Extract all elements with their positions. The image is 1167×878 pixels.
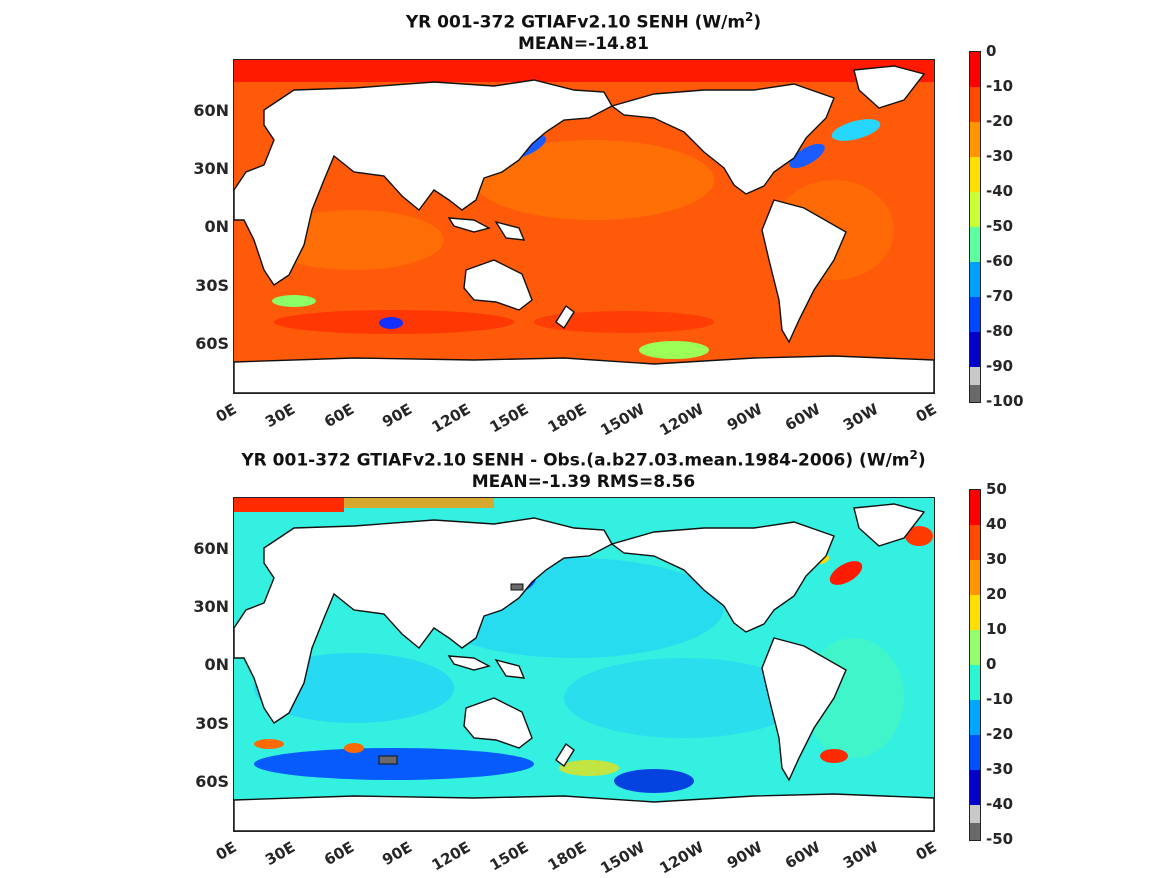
panel2-colorbar-label: -40 <box>986 795 1014 813</box>
panel1-colorbar-label: 0 <box>986 42 997 60</box>
panel1-ylabel-60n: 60N <box>193 101 229 120</box>
panel1-colorbar-segment <box>970 87 980 122</box>
panel2-colorbar-segment <box>970 630 980 665</box>
panel1-colorbar-segment <box>970 367 980 385</box>
panel1-xlabel: 30W <box>840 400 882 435</box>
panel1-xlabel: 180E <box>545 400 590 437</box>
panel1-colorbar-segment <box>970 157 980 192</box>
panel1-colorbar-label: -80 <box>986 322 1014 340</box>
panel2-colorbar-label: 30 <box>986 550 1007 568</box>
panel2-colorbar-segment <box>970 560 980 595</box>
panel1-colorbar-label: -60 <box>986 252 1014 270</box>
panel2-title-line1: YR 001-372 GTIAFv2.10 SENH - Obs.(a.b27.… <box>241 448 926 471</box>
panel1-xlabel: 90W <box>723 400 765 435</box>
panel1-xlabel: 150E <box>486 400 532 437</box>
panel2-colorbar-label: 40 <box>986 515 1007 533</box>
panel2-map <box>233 497 935 832</box>
panel1-ylabel-30s: 30S <box>195 276 229 295</box>
panel2-colorbar-label: -20 <box>986 725 1014 743</box>
panel2-colorbar-label: 50 <box>986 480 1007 498</box>
panel2-xlabel: 90E <box>379 838 415 870</box>
panel2-title-line2: MEAN=-1.39 RMS=8.56 <box>471 472 696 492</box>
panel2-colorbar-segment <box>970 822 980 840</box>
panel2-colorbar-segment <box>970 525 980 560</box>
panel1-xlabel: 120E <box>428 400 474 437</box>
panel1-ylabel-60s: 60S <box>195 334 229 353</box>
panel2-xlabel: 30E <box>262 838 299 870</box>
panel2-colorbar-segment <box>970 770 980 805</box>
panel2-xlabel: 30W <box>840 838 882 873</box>
panel2-ylabel-60s: 60S <box>195 772 229 791</box>
panel1-colorbar-segment <box>970 262 980 297</box>
panel1-xlabel: 30E <box>262 400 299 432</box>
panel2-colorbar-segment <box>970 700 980 735</box>
panel1-xlabel: 60W <box>781 400 824 435</box>
panel1-xlabel: 60E <box>320 400 357 432</box>
panel2-colorbar-segment <box>970 805 980 823</box>
panel2-colorbar-label: -10 <box>986 690 1014 708</box>
panel2-ylabel-60n: 60N <box>193 539 229 558</box>
panel2-xlabel: 120E <box>428 838 474 875</box>
panel1-map <box>233 59 935 394</box>
panel2-ylabel-30n: 30N <box>193 597 229 616</box>
panel1-colorbar-segment <box>970 192 980 227</box>
panel2-ylabel-0n: 0N <box>204 655 229 674</box>
panel1-colorbar-label: -20 <box>986 112 1014 130</box>
panel2-colorbar-segment <box>970 665 980 700</box>
panel2-xlabel: 150W <box>597 838 649 878</box>
panel2-xlabel: 180E <box>545 838 590 875</box>
panel2-xlabel: 120W <box>656 838 707 878</box>
panel1-colorbar-label: -70 <box>986 287 1014 305</box>
panel2-colorbar-label: 0 <box>986 655 997 673</box>
panel1-ylabel-30n: 30N <box>193 159 229 178</box>
panel2-colorbar-label: -50 <box>986 830 1014 848</box>
panel2-xlabel: 90W <box>723 838 765 873</box>
panel2-colorbar-segment <box>970 490 980 525</box>
panel1-xlabel: 90E <box>379 400 415 432</box>
panel2-colorbar <box>969 489 981 841</box>
panel2-xlabel: 0E <box>913 838 940 864</box>
panel1-title-line2: MEAN=-14.81 <box>518 34 649 54</box>
panel1-xlabel: 0E <box>213 400 240 426</box>
panel1-colorbar-label: -100 <box>986 392 1024 410</box>
panel1-map-svg <box>234 60 934 393</box>
panel1-colorbar-segment <box>970 122 980 157</box>
panel2-xlabel: 60W <box>781 838 824 873</box>
panel1-colorbar-label: -50 <box>986 217 1014 235</box>
panel2-ylabel-30s: 30S <box>195 714 229 733</box>
panel2-colorbar-label: -30 <box>986 760 1014 778</box>
panel2-map-svg <box>234 498 934 831</box>
panel1-colorbar <box>969 51 981 403</box>
panel1-title-line1: YR 001-372 GTIAFv2.10 SENH (W/m2) <box>405 10 762 33</box>
panel1-colorbar-label: -10 <box>986 77 1014 95</box>
panel2-colorbar-label: 10 <box>986 620 1007 638</box>
panel2-xlabel: 0E <box>213 838 240 864</box>
panel1-colorbar-segment <box>970 297 980 332</box>
panel1-ylabel-0n: 0N <box>204 217 229 236</box>
panel2-xlabel: 150E <box>486 838 532 875</box>
panel2-xlabel: 60E <box>320 838 357 870</box>
panel1-colorbar-label: -40 <box>986 182 1014 200</box>
panel1-colorbar-segment <box>970 227 980 262</box>
panel1-colorbar-label: -90 <box>986 357 1014 375</box>
panel1-xlabel: 150W <box>597 400 649 440</box>
panel2-colorbar-segment <box>970 735 980 770</box>
panel1-xlabel: 120W <box>656 400 707 440</box>
panel2-colorbar-label: 20 <box>986 585 1007 603</box>
panel1-colorbar-segment <box>970 384 980 402</box>
panel1-xlabel: 0E <box>913 400 940 426</box>
panel1-colorbar-segment <box>970 332 980 367</box>
panel1-colorbar-segment <box>970 52 980 87</box>
panel1-colorbar-label: -30 <box>986 147 1014 165</box>
panel2-colorbar-segment <box>970 595 980 630</box>
